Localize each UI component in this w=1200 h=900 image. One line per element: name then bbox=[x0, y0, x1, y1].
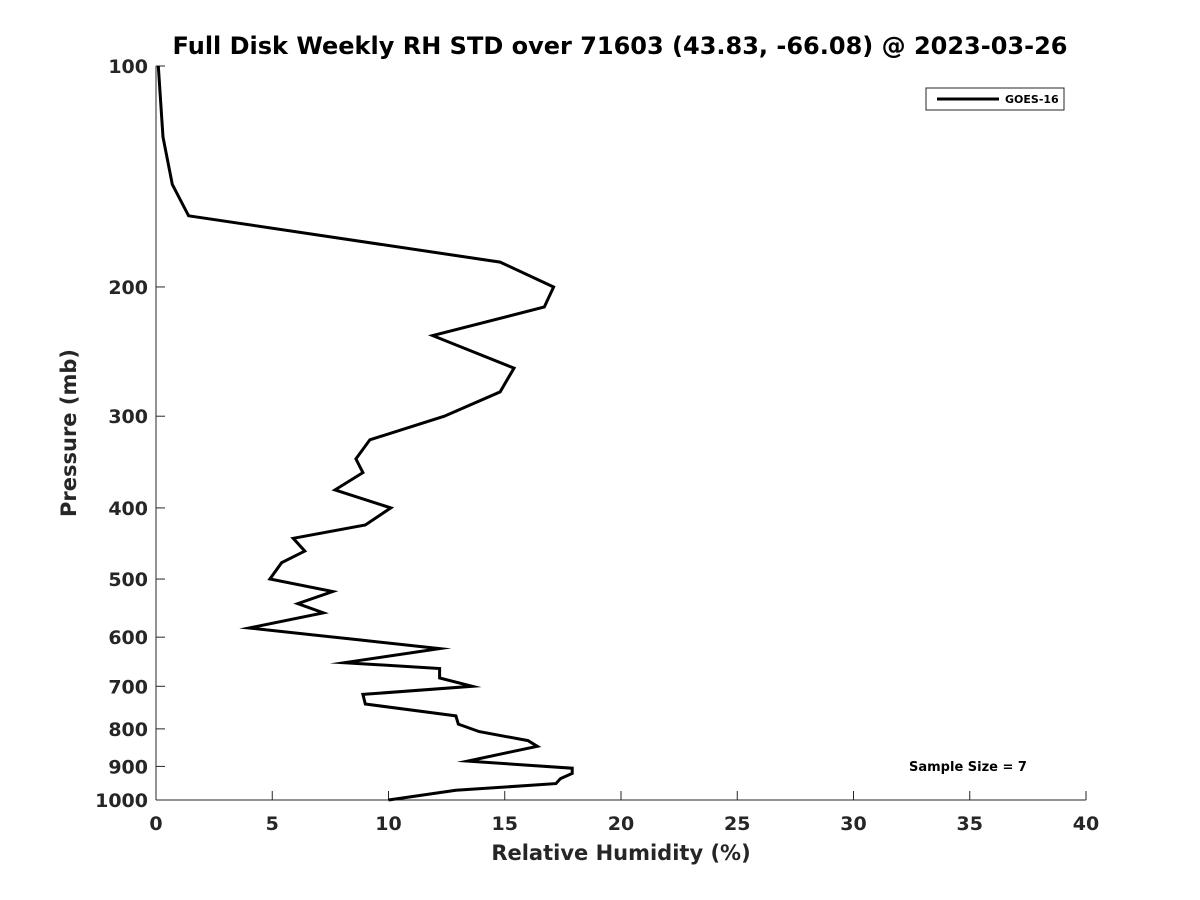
x-tick-label: 30 bbox=[840, 813, 866, 835]
x-tick-label: 5 bbox=[266, 813, 279, 835]
x-tick-label: 40 bbox=[1073, 813, 1099, 835]
series-line-goes-16 bbox=[156, 65, 574, 802]
legend-entry-goes-16: GOES-16 bbox=[1005, 93, 1059, 106]
x-tick-label: 0 bbox=[149, 813, 162, 835]
y-tick-label: 600 bbox=[108, 627, 148, 649]
y-tick-label: 700 bbox=[108, 676, 148, 698]
y-axis-ticks: 100 200 300 400 500 600 700 800 900 1000 bbox=[95, 56, 165, 812]
y-tick-label: 200 bbox=[108, 277, 148, 299]
chart-title: Full Disk Weekly RH STD over 71603 (43.8… bbox=[173, 32, 1068, 60]
sample-size-annotation: Sample Size = 7 bbox=[909, 760, 1027, 775]
y-tick-label: 300 bbox=[108, 406, 148, 428]
x-tick-label: 10 bbox=[375, 813, 401, 835]
y-tick-label: 100 bbox=[108, 56, 148, 78]
y-tick-label: 800 bbox=[108, 719, 148, 741]
series-layer bbox=[156, 65, 574, 802]
y-tick-label: 900 bbox=[108, 756, 148, 778]
x-axis-label: Relative Humidity (%) bbox=[491, 841, 750, 865]
x-tick-label: 35 bbox=[957, 813, 983, 835]
y-tick-label: 400 bbox=[108, 498, 148, 520]
y-tick-label: 1000 bbox=[95, 790, 148, 812]
x-tick-label: 15 bbox=[492, 813, 518, 835]
y-axis-label: Pressure (mb) bbox=[57, 349, 81, 517]
y-tick-label: 500 bbox=[108, 569, 148, 591]
x-tick-label: 20 bbox=[608, 813, 634, 835]
legend: GOES-16 bbox=[925, 87, 1065, 111]
x-axis-ticks: 0 5 10 15 20 25 30 35 40 bbox=[149, 791, 1099, 835]
x-tick-label: 25 bbox=[724, 813, 750, 835]
